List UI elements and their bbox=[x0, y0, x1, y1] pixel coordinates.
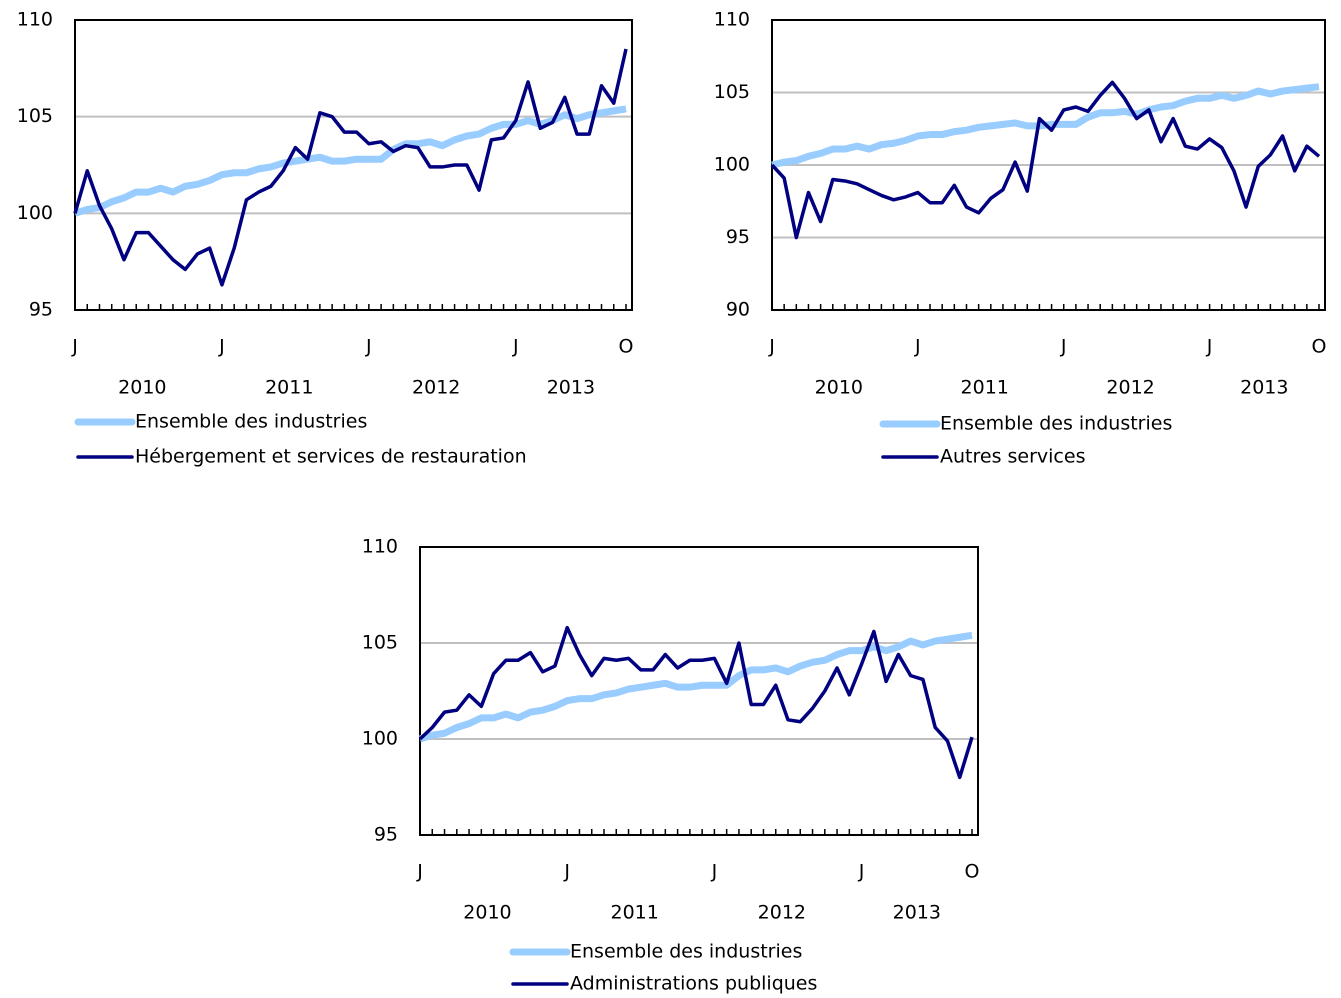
x-tick-label: J bbox=[1206, 336, 1213, 358]
legend-label: Ensemble des industries bbox=[570, 941, 802, 963]
y-tick-label: 95 bbox=[374, 824, 398, 846]
plot-frame bbox=[419, 546, 979, 836]
year-label: 2013 bbox=[893, 902, 941, 924]
series-line bbox=[770, 80, 1321, 240]
year-label: 2010 bbox=[815, 377, 863, 399]
y-tick-label: 95 bbox=[29, 299, 53, 321]
plot-frame bbox=[74, 19, 633, 311]
x-tick-label: O bbox=[1312, 336, 1327, 358]
y-tick-label: 100 bbox=[714, 154, 750, 176]
series-line bbox=[73, 105, 627, 217]
y-tick-label: 110 bbox=[714, 9, 750, 31]
year-label: 2010 bbox=[118, 377, 166, 399]
legend-label: Ensemble des industries bbox=[940, 413, 1172, 435]
year-label: 2013 bbox=[1240, 377, 1288, 399]
y-tick-label: 100 bbox=[17, 202, 53, 224]
year-label: 2011 bbox=[265, 377, 313, 399]
x-tick-label: J bbox=[512, 336, 519, 358]
x-tick-label: J bbox=[1060, 336, 1067, 358]
x-tick-label: J bbox=[71, 336, 78, 358]
year-label: 2013 bbox=[547, 377, 595, 399]
legend-label: Autres services bbox=[940, 446, 1085, 468]
y-tick-label: 90 bbox=[726, 299, 750, 321]
year-label: 2011 bbox=[610, 902, 658, 924]
year-label: 2012 bbox=[1106, 377, 1154, 399]
x-tick-label: J bbox=[365, 336, 372, 358]
x-tick-label: J bbox=[416, 861, 423, 883]
series-line bbox=[73, 48, 628, 287]
y-tick-label: 95 bbox=[726, 226, 750, 248]
year-label: 2011 bbox=[961, 377, 1009, 399]
x-tick-label: J bbox=[711, 861, 718, 883]
x-tick-label: J bbox=[914, 336, 921, 358]
x-tick-label: O bbox=[965, 861, 980, 883]
x-tick-label: J bbox=[563, 861, 570, 883]
y-tick-label: 110 bbox=[17, 9, 53, 31]
year-label: 2012 bbox=[758, 902, 806, 924]
x-tick-label: J bbox=[218, 336, 225, 358]
series-line bbox=[418, 625, 974, 780]
x-tick-label: O bbox=[619, 336, 634, 358]
x-tick-label: J bbox=[768, 336, 775, 358]
y-tick-label: 100 bbox=[362, 728, 398, 750]
y-tick-label: 105 bbox=[714, 81, 750, 103]
legend-label: Administrations publiques bbox=[570, 973, 817, 995]
year-label: 2012 bbox=[412, 377, 460, 399]
year-label: 2010 bbox=[463, 902, 511, 924]
y-tick-label: 110 bbox=[362, 536, 398, 558]
y-tick-label: 105 bbox=[17, 105, 53, 127]
legend-label: Ensemble des industries bbox=[135, 411, 367, 433]
legend-label: Hébergement et services de restauration bbox=[135, 446, 527, 468]
series-line bbox=[418, 631, 973, 743]
y-tick-label: 105 bbox=[362, 632, 398, 654]
x-tick-label: J bbox=[858, 861, 865, 883]
